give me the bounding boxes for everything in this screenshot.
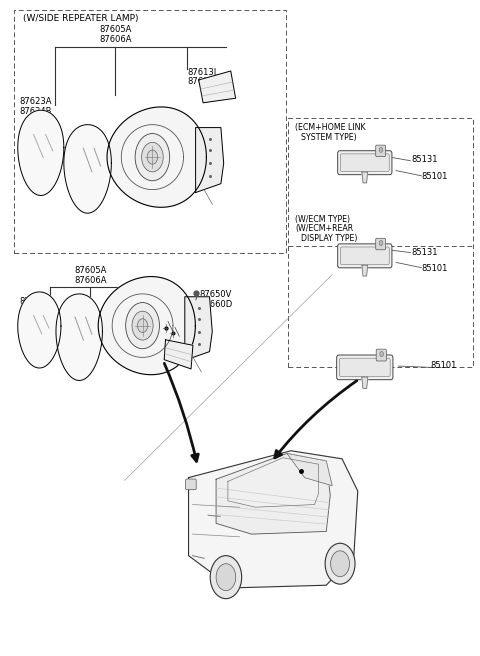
Text: (W/ECM+REAR: (W/ECM+REAR — [295, 224, 353, 234]
Polygon shape — [107, 107, 206, 207]
Polygon shape — [64, 125, 111, 213]
Text: DISPLAY TYPE): DISPLAY TYPE) — [301, 234, 358, 243]
Circle shape — [147, 150, 157, 164]
Text: 85101: 85101 — [421, 264, 448, 274]
Polygon shape — [199, 71, 236, 103]
Circle shape — [331, 551, 349, 577]
Polygon shape — [98, 277, 195, 375]
Text: 87650V: 87650V — [199, 290, 231, 299]
Text: 85131: 85131 — [411, 248, 438, 257]
Polygon shape — [228, 458, 318, 507]
Text: (W/ECM TYPE): (W/ECM TYPE) — [295, 215, 350, 224]
Text: 87623A: 87623A — [19, 297, 52, 306]
Polygon shape — [216, 453, 330, 534]
Circle shape — [135, 133, 170, 180]
Circle shape — [132, 311, 153, 340]
Circle shape — [210, 556, 241, 599]
FancyBboxPatch shape — [338, 244, 392, 268]
Text: (W/SIDE REPEATER LAMP): (W/SIDE REPEATER LAMP) — [23, 14, 139, 24]
Polygon shape — [18, 292, 61, 368]
FancyBboxPatch shape — [338, 151, 392, 174]
Text: 1243BC: 1243BC — [169, 325, 202, 334]
Text: 87624B: 87624B — [19, 107, 52, 116]
Circle shape — [142, 142, 163, 172]
Polygon shape — [164, 340, 193, 369]
Text: 85101: 85101 — [431, 361, 457, 370]
FancyBboxPatch shape — [186, 479, 196, 489]
Text: 85101: 85101 — [421, 172, 448, 181]
FancyBboxPatch shape — [340, 154, 389, 171]
Polygon shape — [362, 172, 368, 183]
FancyBboxPatch shape — [336, 355, 393, 380]
Text: (ECM+HOME LINK: (ECM+HOME LINK — [295, 123, 366, 133]
Text: 87605A: 87605A — [99, 25, 132, 34]
Text: 87623A: 87623A — [19, 97, 52, 106]
Polygon shape — [189, 451, 358, 588]
Text: SYSTEM TYPE): SYSTEM TYPE) — [301, 133, 357, 142]
Circle shape — [216, 564, 236, 590]
Circle shape — [380, 352, 384, 357]
Text: 87605A: 87605A — [74, 266, 107, 276]
FancyBboxPatch shape — [376, 238, 385, 250]
Text: 87660D: 87660D — [199, 300, 232, 309]
Polygon shape — [18, 110, 64, 195]
Polygon shape — [362, 265, 368, 276]
FancyBboxPatch shape — [339, 358, 390, 377]
FancyBboxPatch shape — [376, 349, 386, 361]
Polygon shape — [56, 294, 102, 380]
Circle shape — [379, 148, 383, 152]
Text: 87606A: 87606A — [99, 35, 132, 44]
Circle shape — [379, 241, 383, 245]
Polygon shape — [196, 127, 224, 193]
Polygon shape — [287, 453, 332, 485]
Text: 87606A: 87606A — [74, 276, 107, 285]
Text: 87624B: 87624B — [19, 306, 52, 316]
Text: 1129EA: 1129EA — [143, 344, 175, 353]
Circle shape — [137, 319, 148, 333]
Text: 87614L: 87614L — [187, 77, 218, 87]
FancyBboxPatch shape — [340, 247, 389, 264]
Polygon shape — [362, 377, 368, 388]
Text: 87613L: 87613L — [187, 68, 218, 77]
Polygon shape — [185, 297, 212, 360]
Circle shape — [126, 302, 159, 349]
Circle shape — [325, 543, 355, 584]
FancyBboxPatch shape — [376, 145, 385, 157]
Text: 85131: 85131 — [411, 155, 438, 165]
